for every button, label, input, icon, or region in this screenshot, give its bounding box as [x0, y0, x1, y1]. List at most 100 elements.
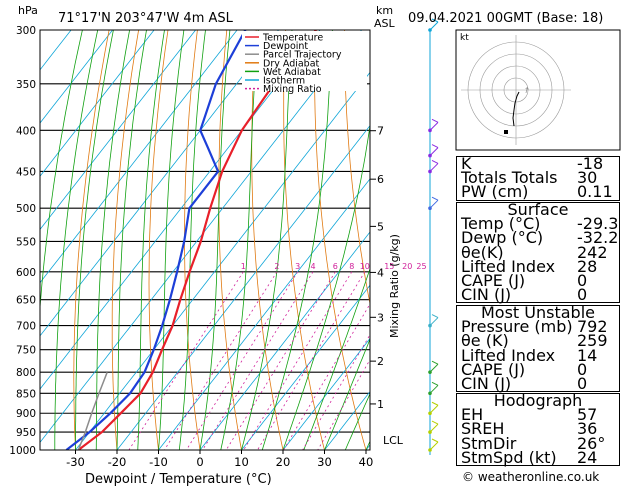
- dry-adiabat-line: [111, 30, 139, 450]
- wind-barb: [431, 420, 439, 425]
- most-unstable-row: Pressure (mb) 792: [457, 317, 619, 337]
- wind-barb: [429, 199, 439, 209]
- most-unstable-value: 14: [577, 345, 598, 365]
- hodograph-stat-value: 36: [577, 419, 598, 439]
- wind-barb: [429, 122, 439, 131]
- mixing-ratio-label: 15: [384, 262, 394, 271]
- mixing-ratio-axis-title: Mixing Ratio (g/kg): [388, 234, 401, 338]
- legend-label: Mixing Ratio: [263, 84, 322, 95]
- hodograph-stat-row: StmSpd (kt) 24: [457, 447, 619, 467]
- wind-barb: [431, 118, 439, 123]
- wind-barb: [431, 381, 439, 386]
- most-unstable-row: CAPE (J) 0: [457, 361, 619, 377]
- isotherm-line: [40, 30, 279, 337]
- most-unstable-label: CIN (J): [461, 373, 512, 393]
- y-tick-label: 350: [16, 79, 36, 91]
- y-tick-label: 550: [16, 236, 36, 248]
- isotherm-line: [324, 390, 370, 450]
- dry-adiabat-line: [73, 30, 110, 450]
- km-tick-label: 1: [377, 398, 384, 411]
- hodograph-trace: [512, 91, 520, 127]
- hodograph-stat-label: EH: [461, 405, 484, 425]
- index-label: PW (cm): [461, 182, 529, 202]
- asl-unit-label: ASL: [374, 17, 396, 30]
- y-tick-label: 900: [16, 408, 36, 420]
- x-tick-label: -20: [108, 455, 127, 469]
- x-tick-label: 0: [196, 455, 203, 469]
- wind-barb: [429, 363, 439, 373]
- wet-adiabat-line: [282, 122, 370, 450]
- isotherm-line: [116, 124, 370, 450]
- mixing-ratio-label: 4: [310, 262, 315, 271]
- legend-label: Wet Adiabat: [263, 67, 321, 78]
- hodograph-stat-label: StmSpd (kt): [461, 447, 557, 467]
- km-tick-label: 3: [377, 311, 384, 324]
- wind-barb: [431, 401, 439, 406]
- wet-adiabat-line: [261, 30, 333, 450]
- wind-barb: [429, 441, 439, 451]
- hodograph-stat-label: SREH: [461, 419, 505, 439]
- isotherm-line: [40, 30, 238, 284]
- legend-label: Dewpoint: [263, 41, 308, 52]
- dry-adiabat-line: [218, 30, 242, 450]
- wet-adiabat-line: [199, 30, 231, 450]
- y-tick-label: 850: [16, 388, 36, 400]
- surface-value: 242: [577, 242, 608, 262]
- wind-barb: [431, 144, 439, 149]
- surface-label: CIN (J): [461, 285, 512, 305]
- datetime-title: 09.04.2021 00GMT (Base: 18): [408, 11, 603, 26]
- wet-adiabat-line: [137, 30, 165, 450]
- mixing-ratio-label: 2: [274, 262, 279, 271]
- indices-top-table: K -18 Totals Totals 30 PW (cm) 0.11: [456, 155, 620, 202]
- mixing-ratio-label: 20: [402, 262, 412, 271]
- index-value: 0.11: [577, 182, 613, 202]
- index-row: Totals Totals 30: [457, 168, 619, 188]
- y-tick-label: 400: [16, 125, 36, 137]
- most-unstable-value: 792: [577, 317, 608, 337]
- x-tick-label: 40: [359, 455, 374, 469]
- left-unit-label: hPa: [18, 4, 38, 17]
- y-tick-label: 800: [16, 367, 36, 379]
- mixing-ratio-label: 8: [349, 262, 354, 271]
- surface-row: CIN (J) 0: [457, 285, 619, 305]
- surface-row: CAPE (J) 0: [457, 272, 619, 288]
- wet-adiabat-line: [303, 267, 370, 450]
- wind-barb: [431, 196, 439, 201]
- wet-adiabat-line: [116, 30, 147, 450]
- legend-label: Parcel Trajectory: [263, 50, 342, 61]
- index-value: 30: [577, 168, 598, 188]
- surface-label: Temp (°C): [461, 214, 541, 234]
- y-tick-label: 700: [16, 321, 36, 333]
- wet-adiabat-line: [75, 30, 114, 450]
- x-tick-label: -30: [66, 455, 85, 469]
- wind-barb: [431, 360, 439, 365]
- wind-barb: [431, 18, 439, 23]
- location-title: 71°17'N 203°47'W 4m ASL: [58, 11, 234, 26]
- wet-adiabat-line: [178, 30, 206, 450]
- hodograph: kt ↗: [455, 29, 621, 151]
- dry-adiabat-line: [344, 30, 370, 306]
- surface-row: θe(K) 242: [457, 242, 619, 262]
- isotherm-line: [199, 231, 370, 450]
- isotherm-line: [40, 30, 362, 443]
- hodograph-table: Hodograph EH 57 SREH 36 StmDir 26° StmSpd (kt)…: [456, 392, 620, 467]
- wind-barb: [431, 314, 439, 319]
- index-row: K -18: [457, 155, 619, 171]
- mixing-ratio-label: 3: [295, 262, 300, 271]
- surface-row: Lifted Index 28: [457, 256, 619, 276]
- most-unstable-label: θe (K): [461, 331, 509, 351]
- y-tick-label: 600: [16, 267, 36, 279]
- most-unstable-table: Most Unstable Pressure (mb) 792 θe (K) 259 L…: [456, 304, 620, 393]
- footer-credit: © weatheronline.co.uk: [462, 470, 600, 484]
- mixing-ratio-line: [283, 303, 370, 450]
- x-tick-label: 10: [234, 455, 249, 469]
- plot-frame: [39, 29, 371, 451]
- index-row: PW (cm) 0.11: [457, 182, 619, 202]
- hodograph-stat-label: StmDir: [461, 433, 517, 453]
- series-line-parcel-trajectory: [77, 371, 108, 450]
- x-tick-label: -10: [149, 455, 168, 469]
- surface-label: Lifted Index: [461, 256, 556, 276]
- km-tick-label: 7: [377, 125, 384, 138]
